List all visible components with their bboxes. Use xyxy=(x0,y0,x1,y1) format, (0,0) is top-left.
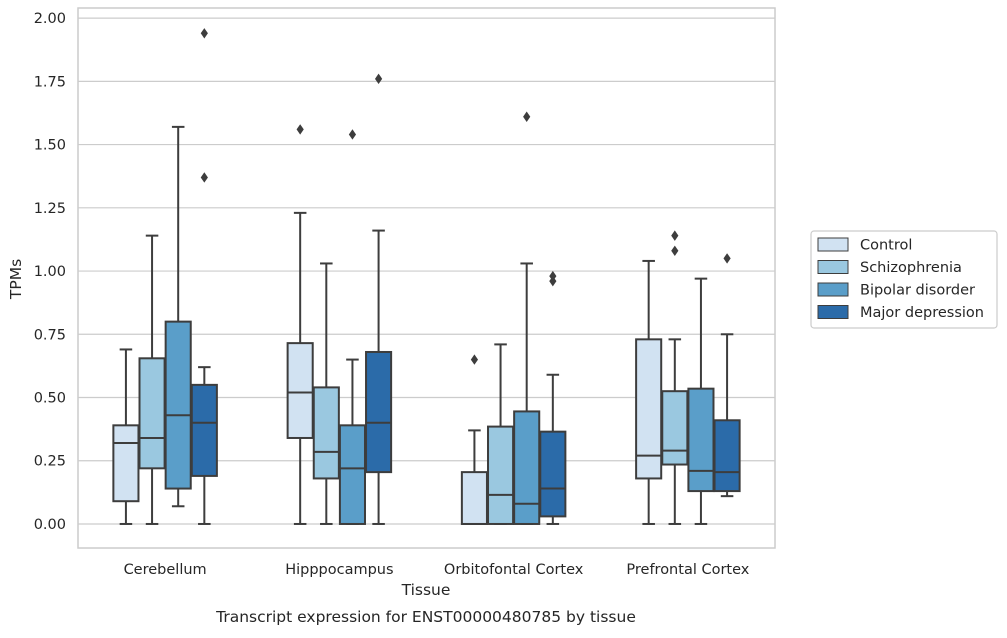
x-tick-label: Hipppocampus xyxy=(285,562,393,578)
y-tick-label: 1.75 xyxy=(34,74,66,90)
box-iqr xyxy=(112,424,140,503)
box-iqr xyxy=(312,386,340,480)
x-tick-label: Cerebellum xyxy=(124,562,207,578)
box-plot xyxy=(190,28,218,525)
outlier-point xyxy=(671,245,679,257)
legend-label: Major depression xyxy=(860,305,984,321)
legend-swatch xyxy=(817,237,849,252)
box-plot xyxy=(635,259,663,525)
legend-swatch xyxy=(817,282,849,297)
box-plot xyxy=(312,262,340,525)
box-plot xyxy=(487,343,515,525)
x-axis-title: Tissue xyxy=(401,581,451,599)
legend-label: Bipolar disorder xyxy=(860,283,975,299)
legend: Control Schizophrenia Bipolar disorder Majo… xyxy=(810,230,998,329)
outlier-point xyxy=(374,73,383,85)
outlier-point xyxy=(200,172,208,183)
box-plot xyxy=(286,124,314,525)
legend-swatch xyxy=(817,260,849,274)
box-iqr xyxy=(687,387,715,493)
x-tick-label: Orbitofontal Cortex xyxy=(444,562,584,578)
box-iqr xyxy=(487,425,515,525)
figure-caption: Transcript expression for ENST0000048078… xyxy=(215,608,636,626)
box-plot xyxy=(338,129,366,525)
box-iqr xyxy=(338,424,366,525)
y-tick-label: 1.25 xyxy=(34,201,66,217)
box-iqr xyxy=(460,471,488,525)
box-plot xyxy=(513,111,541,525)
box-iqr xyxy=(661,390,689,466)
box-iqr xyxy=(513,410,541,525)
box-plot xyxy=(713,253,741,498)
box-plot xyxy=(661,230,689,525)
box-iqr xyxy=(539,430,567,518)
box-iqr xyxy=(164,320,192,490)
outlier-point xyxy=(671,230,679,241)
outlier-point xyxy=(348,129,357,140)
legend-frame xyxy=(810,230,998,329)
plot-frame xyxy=(77,7,776,549)
box-plot xyxy=(164,125,192,508)
box-plot xyxy=(460,354,488,525)
box-iqr xyxy=(635,338,663,480)
y-axis-title: TPMs xyxy=(7,259,25,300)
box-plot xyxy=(539,270,567,525)
x-tick-label: Prefrontal Cortex xyxy=(626,562,749,578)
box-plot xyxy=(687,277,715,525)
outlier-point xyxy=(200,28,208,39)
legend-label: Schizophrenia xyxy=(860,260,962,276)
y-tick-label: 1.00 xyxy=(34,264,66,280)
box-plot xyxy=(365,73,393,525)
outlier-point xyxy=(723,253,731,264)
box-plot xyxy=(138,234,166,525)
outlier-point xyxy=(523,111,531,122)
outlier-point xyxy=(296,124,304,135)
legend-swatch xyxy=(817,305,849,319)
box-iqr xyxy=(190,383,218,477)
y-tick-label: 0.00 xyxy=(34,517,66,533)
outlier-point xyxy=(549,270,557,282)
y-tick-label: 1.50 xyxy=(34,138,66,154)
y-tick-label: 0.50 xyxy=(34,391,66,407)
y-tick-label: 0.25 xyxy=(34,454,66,470)
box-iqr xyxy=(365,350,393,474)
legend-label: Control xyxy=(860,238,912,254)
y-tick-label: 0.75 xyxy=(34,327,66,343)
outlier-point xyxy=(470,354,479,365)
box-iqr xyxy=(286,342,314,439)
box-iqr xyxy=(713,419,741,493)
box-iqr xyxy=(138,357,166,470)
box-plot xyxy=(112,348,140,525)
plot-area: 0.00 0.25 0.50 0.75 1.00 1.25 1.50 1.75 2.00 Cere… xyxy=(34,7,776,578)
y-tick-label: 2.00 xyxy=(34,11,66,27)
